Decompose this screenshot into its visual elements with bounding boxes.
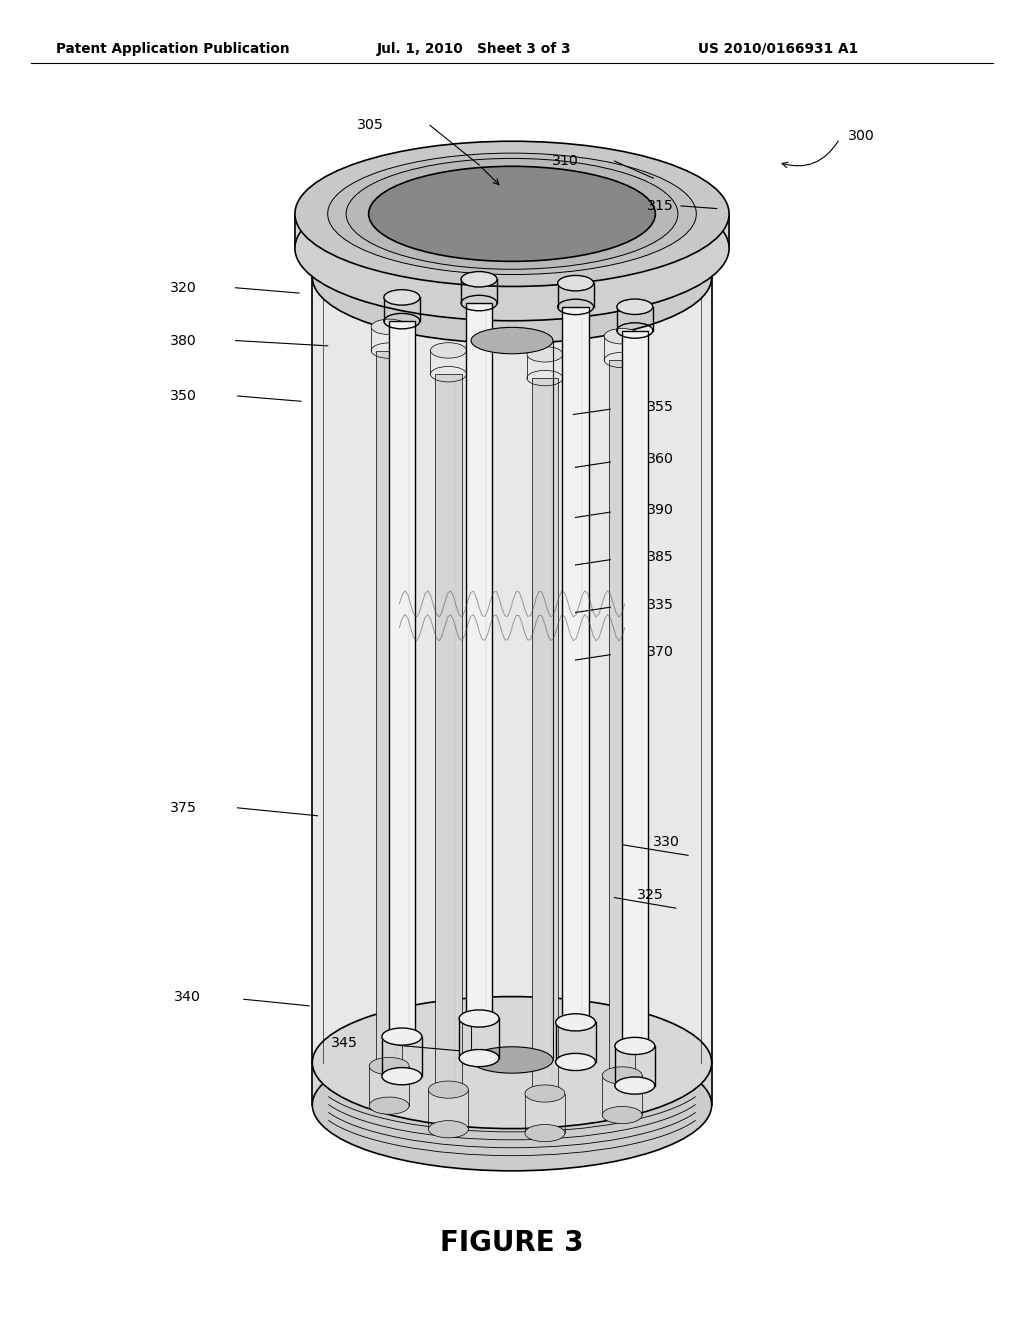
Ellipse shape bbox=[428, 1081, 468, 1098]
Text: US 2010/0166931 A1: US 2010/0166931 A1 bbox=[698, 42, 858, 55]
Polygon shape bbox=[466, 304, 493, 1019]
Ellipse shape bbox=[371, 319, 408, 334]
Ellipse shape bbox=[295, 176, 729, 321]
Ellipse shape bbox=[556, 1014, 596, 1031]
Ellipse shape bbox=[459, 1010, 499, 1027]
Text: 345: 345 bbox=[332, 1036, 358, 1049]
Polygon shape bbox=[312, 277, 712, 1063]
Ellipse shape bbox=[527, 347, 563, 362]
Text: 390: 390 bbox=[647, 503, 674, 516]
Polygon shape bbox=[609, 360, 636, 1076]
Ellipse shape bbox=[556, 1053, 596, 1071]
Ellipse shape bbox=[312, 211, 712, 343]
Ellipse shape bbox=[312, 997, 712, 1129]
Text: 350: 350 bbox=[170, 389, 197, 403]
Polygon shape bbox=[435, 374, 462, 1089]
Text: 310: 310 bbox=[552, 154, 579, 168]
Text: 305: 305 bbox=[357, 119, 384, 132]
Ellipse shape bbox=[471, 327, 553, 354]
Ellipse shape bbox=[602, 1067, 642, 1084]
Ellipse shape bbox=[525, 1085, 565, 1102]
Text: Patent Application Publication: Patent Application Publication bbox=[56, 42, 290, 55]
Ellipse shape bbox=[382, 1068, 422, 1085]
Ellipse shape bbox=[614, 1077, 654, 1094]
Text: 325: 325 bbox=[637, 888, 664, 902]
Polygon shape bbox=[295, 214, 729, 248]
Text: 375: 375 bbox=[170, 801, 197, 814]
Ellipse shape bbox=[295, 141, 729, 286]
Text: 340: 340 bbox=[174, 990, 201, 1003]
Ellipse shape bbox=[616, 300, 653, 314]
Ellipse shape bbox=[369, 166, 655, 261]
Ellipse shape bbox=[558, 276, 594, 290]
Ellipse shape bbox=[525, 1125, 565, 1142]
Text: FIGURE 3: FIGURE 3 bbox=[440, 1229, 584, 1258]
Text: 335: 335 bbox=[647, 598, 674, 611]
Text: 315: 315 bbox=[647, 199, 674, 213]
Ellipse shape bbox=[614, 1038, 654, 1055]
Ellipse shape bbox=[430, 343, 466, 358]
Ellipse shape bbox=[602, 1106, 642, 1123]
Text: 320: 320 bbox=[170, 281, 197, 294]
Polygon shape bbox=[312, 1063, 712, 1105]
Ellipse shape bbox=[384, 289, 420, 305]
Ellipse shape bbox=[346, 158, 678, 269]
Ellipse shape bbox=[459, 1049, 499, 1067]
Ellipse shape bbox=[328, 153, 696, 275]
Text: 355: 355 bbox=[647, 400, 674, 413]
Text: Jul. 1, 2010   Sheet 3 of 3: Jul. 1, 2010 Sheet 3 of 3 bbox=[377, 42, 571, 55]
Ellipse shape bbox=[370, 1057, 410, 1074]
Ellipse shape bbox=[428, 1121, 468, 1138]
Text: 360: 360 bbox=[647, 453, 674, 466]
Polygon shape bbox=[622, 330, 648, 1045]
Text: 370: 370 bbox=[647, 645, 674, 659]
Polygon shape bbox=[562, 308, 589, 1023]
Text: 300: 300 bbox=[848, 129, 874, 143]
Ellipse shape bbox=[382, 1028, 422, 1045]
Text: 380: 380 bbox=[170, 334, 197, 347]
Ellipse shape bbox=[461, 272, 497, 286]
Polygon shape bbox=[388, 321, 415, 1036]
Text: 385: 385 bbox=[647, 550, 674, 564]
Polygon shape bbox=[376, 351, 402, 1067]
Polygon shape bbox=[531, 378, 558, 1093]
Ellipse shape bbox=[471, 1047, 553, 1073]
Text: 330: 330 bbox=[653, 836, 680, 849]
Ellipse shape bbox=[370, 1097, 410, 1114]
Ellipse shape bbox=[604, 329, 640, 345]
Ellipse shape bbox=[312, 1039, 712, 1171]
